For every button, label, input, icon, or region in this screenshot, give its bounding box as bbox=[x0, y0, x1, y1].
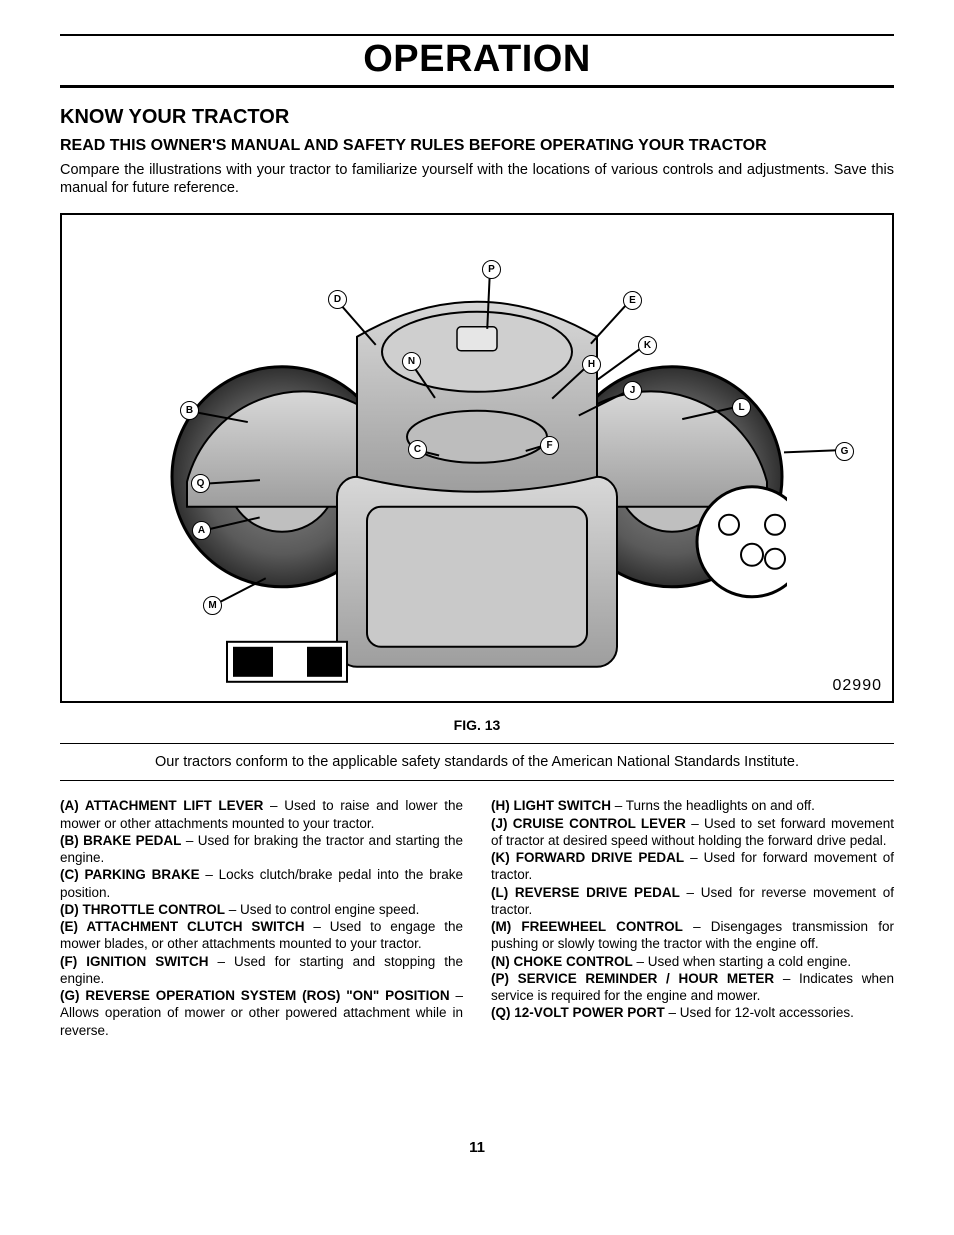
sub-heading: READ THIS OWNER'S MANUAL AND SAFETY RULE… bbox=[60, 137, 894, 155]
control-key: (B) BRAKE PEDAL bbox=[60, 833, 181, 848]
control-desc: – Used when starting a cold engine. bbox=[633, 954, 851, 969]
control-key: (C) PARKING BRAKE bbox=[60, 867, 200, 882]
control-item: (P) SERVICE REMINDER / HOUR METER – Indi… bbox=[491, 970, 894, 1005]
control-item: (A) ATTACHMENT LIFT LEVER – Used to rais… bbox=[60, 797, 463, 832]
control-desc: – Used to control engine speed. bbox=[225, 902, 419, 917]
control-key: (D) THROTTLE CONTROL bbox=[60, 902, 225, 917]
intro-paragraph: Compare the illustrations with your trac… bbox=[60, 161, 894, 197]
control-item: (N) CHOKE CONTROL – Used when starting a… bbox=[491, 953, 894, 970]
controls-columns: (A) ATTACHMENT LIFT LEVER – Used to rais… bbox=[60, 797, 894, 1039]
control-item: (Q) 12-VOLT POWER PORT – Used for 12-vol… bbox=[491, 1004, 894, 1021]
page-title: OPERATION bbox=[60, 36, 894, 85]
control-key: (F) IGNITION SWITCH bbox=[60, 954, 209, 969]
controls-column-right: (H) LIGHT SWITCH – Turns the headlights … bbox=[491, 797, 894, 1039]
control-item: (D) THROTTLE CONTROL – Used to control e… bbox=[60, 901, 463, 918]
control-item: (J) CRUISE CONTROL LEVER – Used to set f… bbox=[491, 815, 894, 850]
control-key: (M) FREEWHEEL CONTROL bbox=[491, 919, 683, 934]
control-key: (E) ATTACHMENT CLUTCH SWITCH bbox=[60, 919, 305, 934]
control-item: (M) FREEWHEEL CONTROL – Disengages trans… bbox=[491, 918, 894, 953]
control-key: (Q) 12-VOLT POWER PORT bbox=[491, 1005, 665, 1020]
section-heading: KNOW YOUR TRACTOR bbox=[60, 106, 894, 129]
title-underline bbox=[60, 85, 894, 88]
control-key: (P) SERVICE REMINDER / HOUR METER bbox=[491, 971, 774, 986]
control-item: (G) REVERSE OPERATION SYSTEM (ROS) "ON" … bbox=[60, 987, 463, 1039]
control-key: (G) REVERSE OPERATION SYSTEM (ROS) "ON" … bbox=[60, 988, 450, 1003]
page-number: 11 bbox=[60, 1139, 894, 1156]
figure-part-number: 02990 bbox=[833, 677, 883, 695]
conformance-note: Our tractors conform to the applicable s… bbox=[60, 743, 894, 781]
tractor-illustration bbox=[167, 247, 787, 687]
control-item: (H) LIGHT SWITCH – Turns the headlights … bbox=[491, 797, 894, 814]
control-item: (F) IGNITION SWITCH – Used for starting … bbox=[60, 953, 463, 988]
control-key: (A) ATTACHMENT LIFT LEVER bbox=[60, 798, 263, 813]
control-item: (B) BRAKE PEDAL – Used for braking the t… bbox=[60, 832, 463, 867]
control-item: (K) FORWARD DRIVE PEDAL – Used for forwa… bbox=[491, 849, 894, 884]
control-item: (L) REVERSE DRIVE PEDAL – Used for rever… bbox=[491, 884, 894, 919]
control-key: (J) CRUISE CONTROL LEVER bbox=[491, 816, 686, 831]
controls-column-left: (A) ATTACHMENT LIFT LEVER – Used to rais… bbox=[60, 797, 463, 1039]
callout-g: G bbox=[835, 442, 854, 461]
control-item: (C) PARKING BRAKE – Locks clutch/brake p… bbox=[60, 866, 463, 901]
control-key: (N) CHOKE CONTROL bbox=[491, 954, 633, 969]
control-key: (L) REVERSE DRIVE PEDAL bbox=[491, 885, 680, 900]
figure-caption: FIG. 13 bbox=[60, 717, 894, 733]
figure-diagram: 02990 PDENHKJBLCFGQAM bbox=[60, 213, 894, 703]
control-desc: – Turns the headlights on and off. bbox=[611, 798, 815, 813]
control-item: (E) ATTACHMENT CLUTCH SWITCH – Used to e… bbox=[60, 918, 463, 953]
control-key: (K) FORWARD DRIVE PEDAL bbox=[491, 850, 684, 865]
control-key: (H) LIGHT SWITCH bbox=[491, 798, 611, 813]
control-desc: – Used for 12-volt accessories. bbox=[665, 1005, 854, 1020]
